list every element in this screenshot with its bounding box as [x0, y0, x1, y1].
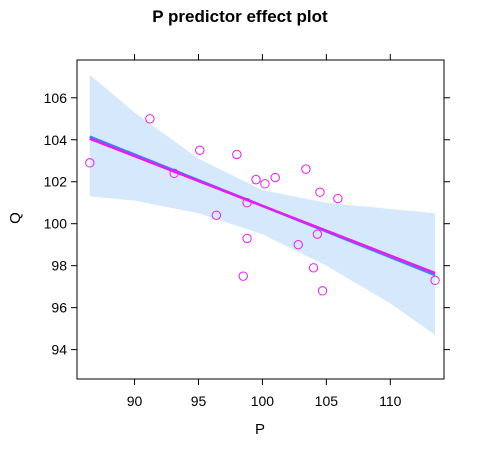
x-tick-label: 100	[251, 393, 275, 409]
x-tick-label: 90	[127, 393, 143, 409]
data-point	[333, 193, 343, 204]
x-axis-label: P	[255, 421, 265, 438]
data-point	[232, 149, 242, 160]
data-point	[430, 275, 440, 286]
data-point	[145, 114, 155, 124]
axis-ticks-layer: 90 95 100 105 110 94 96 98 100 102 104 106	[44, 54, 450, 409]
y-tick-label: 94	[51, 342, 67, 358]
y-tick-label: 102	[44, 174, 68, 190]
y-axis-label: Q	[7, 212, 24, 224]
data-point	[312, 229, 323, 239]
data-point	[260, 179, 270, 189]
data-point	[308, 263, 319, 273]
data-point	[293, 239, 303, 250]
plot-frame	[76, 59, 445, 380]
chart-title: P predictor effect plot	[152, 7, 328, 26]
data-point	[251, 174, 261, 185]
data-point	[242, 198, 252, 208]
data-points-layer	[85, 114, 440, 296]
smoother-line	[89, 137, 436, 275]
y-tick-label: 100	[44, 216, 68, 232]
data-point	[195, 145, 205, 155]
y-tick-label: 106	[44, 90, 68, 106]
data-point	[317, 286, 328, 296]
y-tick-label: 96	[51, 300, 67, 316]
data-point	[238, 271, 248, 281]
data-point	[270, 172, 280, 183]
y-tick-label: 98	[51, 258, 67, 274]
data-point	[169, 168, 179, 179]
data-point	[211, 210, 222, 221]
x-tick-label: 105	[315, 393, 339, 409]
x-tick-label: 110	[379, 393, 402, 409]
x-tick-label: 95	[191, 393, 207, 409]
data-point	[242, 233, 252, 244]
y-tick-label: 104	[44, 132, 68, 148]
data-point	[315, 187, 325, 197]
fit-lines-layer	[89, 135, 436, 277]
data-point	[85, 158, 95, 168]
data-point	[301, 164, 311, 174]
